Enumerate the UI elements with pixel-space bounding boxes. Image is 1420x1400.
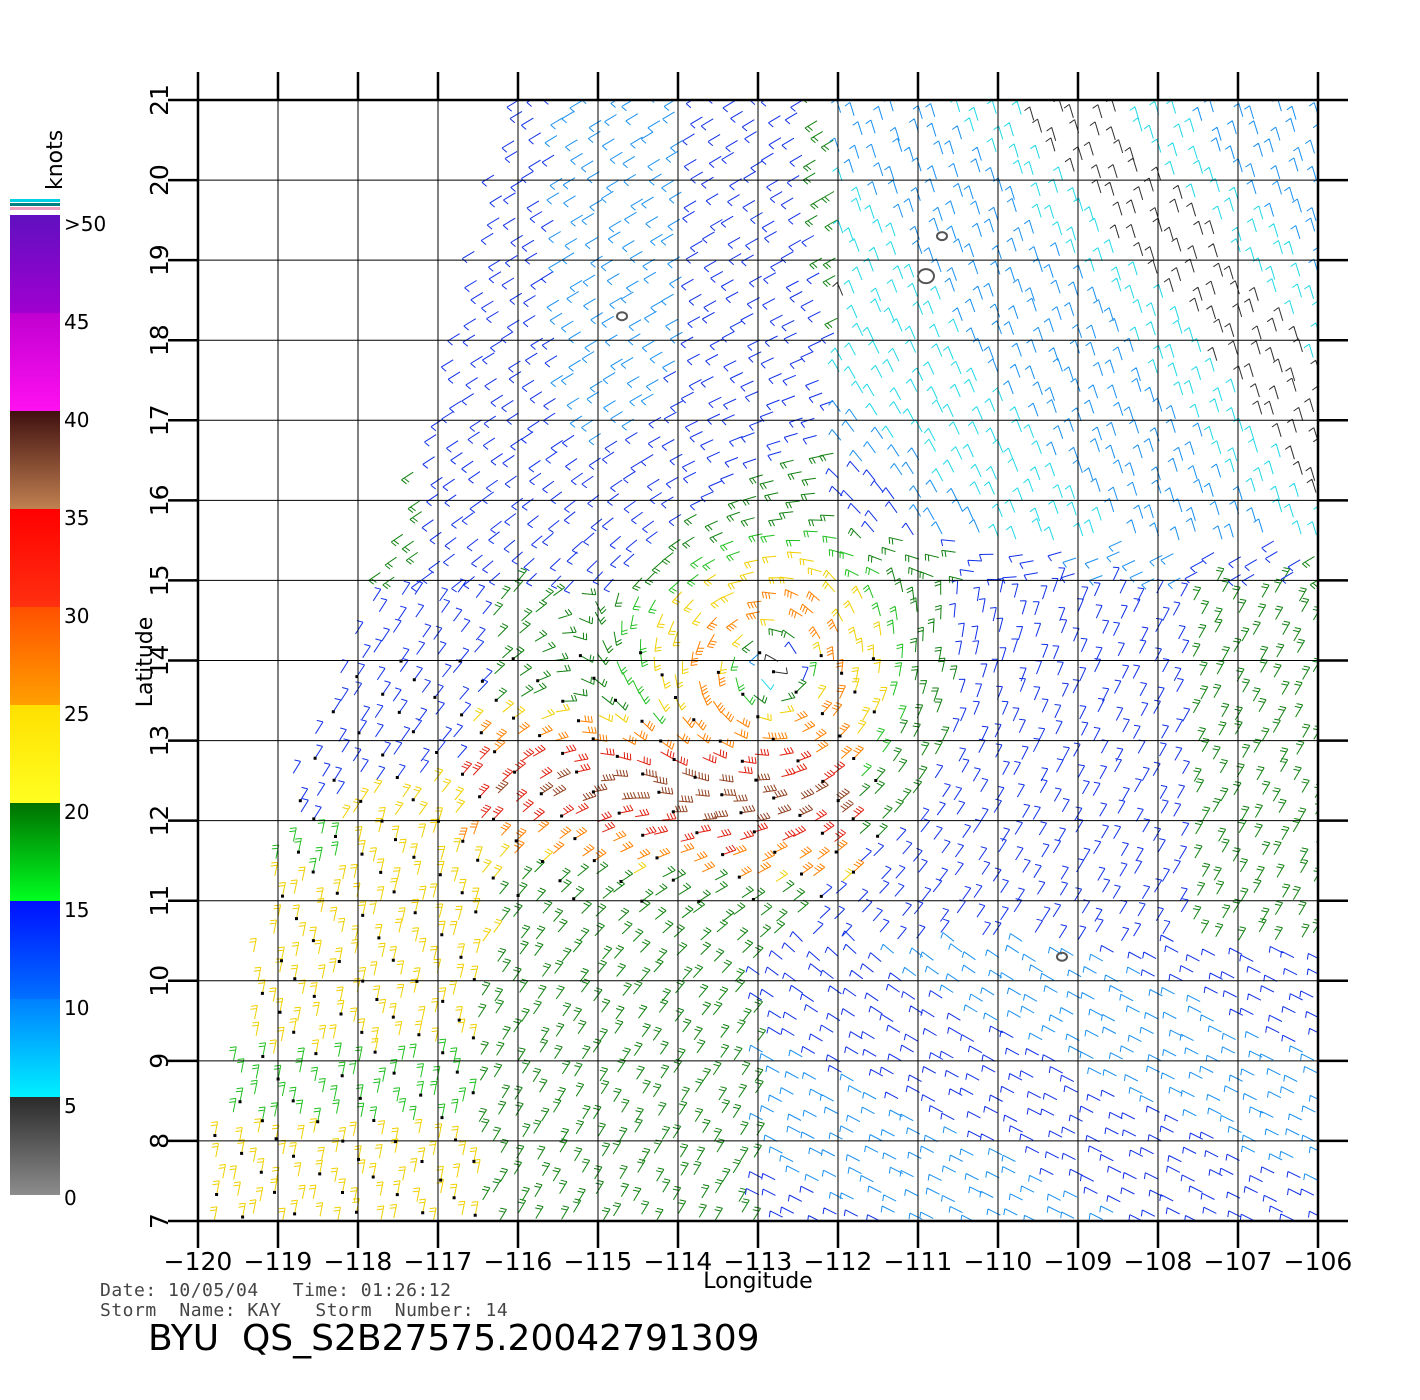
wind-barbs: [210, 551, 888, 1221]
rain-flag-markers: [213, 651, 880, 1219]
longitude-label: −110: [964, 1247, 1033, 1276]
colorbar-band: [10, 313, 60, 411]
colorbar-tick-label: 30: [64, 604, 89, 628]
latitude-label: 19: [145, 244, 174, 276]
longitude-label: −120: [164, 1247, 233, 1276]
storm-name-label: Storm Name:: [100, 1300, 237, 1321]
latitude-label: 10: [145, 965, 174, 997]
latitude-label: 21: [145, 84, 174, 116]
colorbar-band: [10, 705, 60, 803]
colorbar-band: [10, 1097, 60, 1195]
file-identifier: BYU QS_S2B27575.20042791309: [148, 1318, 760, 1359]
longitude-label: −107: [1204, 1247, 1273, 1276]
latitude-label: 13: [145, 725, 174, 757]
latitude-label: 11: [145, 885, 174, 917]
colorbar-tick-label: 15: [64, 898, 89, 922]
longitude-label: −109: [1044, 1247, 1113, 1276]
longitude-label: −112: [804, 1247, 873, 1276]
colorbar-band: [10, 901, 60, 999]
time-value: 01:26:12: [360, 1280, 452, 1301]
wind-barbs: [764, 100, 1318, 675]
latitude-label: 8: [145, 1133, 174, 1149]
wind-barbs: [292, 100, 1318, 1221]
colorbar-band: [10, 509, 60, 607]
map-grid: [168, 72, 1348, 1248]
island-outline: [936, 231, 948, 242]
colorbar-tick-label: 10: [64, 996, 89, 1020]
latitude-tick-labels: 7 8 9 10 11 12 13 14 15 16 17 18 19 20 21: [145, 84, 174, 1229]
longitude-label: −115: [564, 1247, 633, 1276]
longitude-label: −116: [484, 1247, 553, 1276]
island-outline: [616, 311, 628, 322]
colorbar-cap-teal: [10, 203, 60, 206]
colorbar-tick-label: 0: [64, 1186, 77, 1210]
colorbar: >50 45 40 35 30 25 20 15 10 5 0 knots: [10, 130, 106, 1210]
longitude-label: −119: [244, 1247, 313, 1276]
colorbar-tick-label: >50: [64, 212, 106, 236]
colorbar-band: [10, 607, 60, 705]
storm-number-label: Storm Number:: [315, 1300, 475, 1321]
longitude-label: −111: [884, 1247, 953, 1276]
wind-barb-field: [210, 100, 1318, 1221]
time-label: Time:: [292, 1280, 350, 1301]
island-outline: [1056, 951, 1068, 962]
longitude-label: −106: [1284, 1247, 1353, 1276]
colorbar-tick-label: 5: [64, 1094, 77, 1118]
wind-barbs: [368, 100, 1318, 1221]
colorbar-cap-pink: [10, 207, 60, 210]
wind-barbs: [461, 744, 865, 856]
longitude-label: −114: [644, 1247, 713, 1276]
date-value: 10/05/04: [168, 1280, 259, 1301]
wind-barbs: [229, 530, 907, 1122]
graticule: [168, 72, 1348, 1248]
colorbar-tick-label: 35: [64, 506, 89, 530]
colorbar-tick-label: 40: [64, 408, 89, 432]
wind-barbs: [495, 767, 854, 822]
longitude-label: −108: [1124, 1247, 1193, 1276]
storm-number-value: 14: [485, 1300, 509, 1321]
colorbar-band: [10, 803, 60, 901]
colorbar-tick-label: 45: [64, 310, 89, 334]
wind-barbs: [761, 100, 1318, 691]
island-outlines: [616, 231, 1068, 962]
longitude-label: −118: [324, 1247, 393, 1276]
latitude-label: 17: [145, 404, 174, 436]
storm-info-line: Storm Name: KAY Storm Number: 14: [100, 1300, 508, 1321]
colorbar-tick-label: 20: [64, 800, 89, 824]
colorbar-cap-cyan: [10, 199, 60, 202]
island-outline: [917, 268, 935, 285]
latitude-label: 20: [145, 164, 174, 196]
longitude-label: −113: [724, 1247, 793, 1276]
colorbar-band: [10, 999, 60, 1097]
latitude-label: 12: [145, 805, 174, 837]
latitude-label: 7: [145, 1213, 174, 1229]
latitude-label: 14: [145, 645, 174, 677]
date-time-line: Date: 10/05/04 Time: 01:26:12: [100, 1280, 451, 1301]
longitude-tick-labels: −120 −119 −118 −117 −116 −115 −114 −113 −112 −111…: [164, 1247, 1353, 1276]
wind-map: −120 −119 −118 −117 −116 −115 −114 −113 −112 −111…: [133, 72, 1352, 1294]
axis-ticks: [168, 72, 1348, 1248]
date-label: Date:: [100, 1280, 157, 1301]
colorbar-band: [10, 215, 60, 313]
storm-name-value: KAY: [247, 1300, 282, 1321]
colorbar-unit-label: knots: [43, 130, 68, 190]
colorbar-band: [10, 411, 60, 509]
x-axis-title: Longitude: [703, 1269, 812, 1294]
y-axis-title: Latitude: [133, 617, 158, 708]
latitude-label: 16: [145, 484, 174, 516]
latitude-label: 15: [145, 565, 174, 597]
wind-barbs: [458, 589, 865, 878]
colorbar-tick-label: 25: [64, 702, 89, 726]
wind-barbs: [544, 100, 1318, 1221]
latitude-label: 18: [145, 324, 174, 356]
latitude-label: 9: [145, 1053, 174, 1069]
longitude-label: −117: [404, 1247, 473, 1276]
